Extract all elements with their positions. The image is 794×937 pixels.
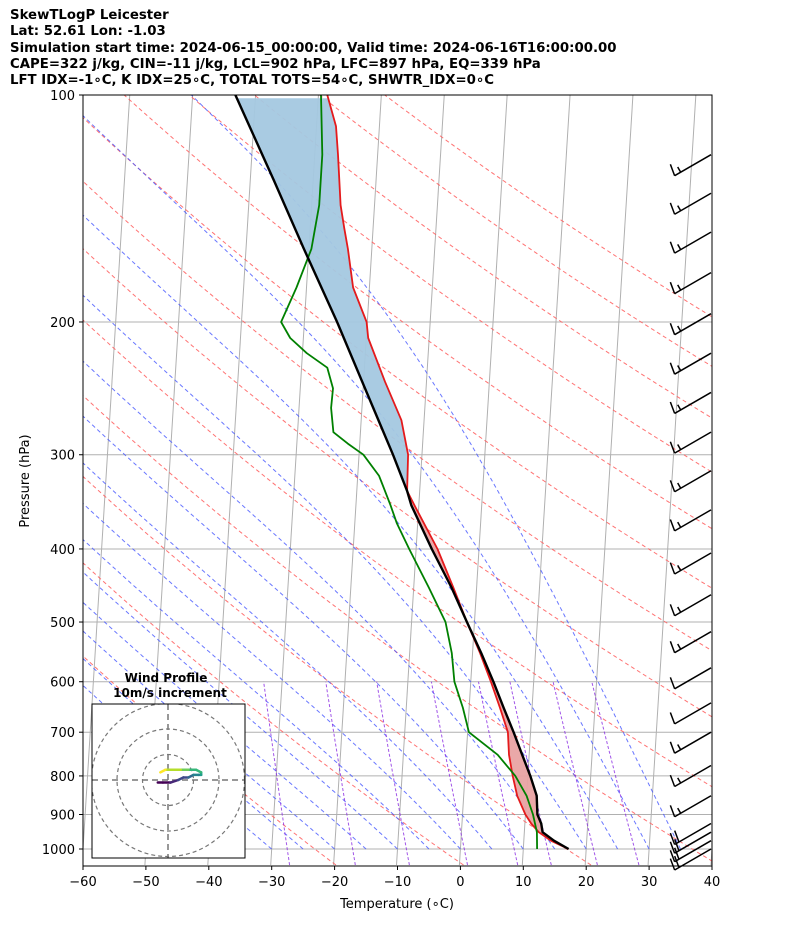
moist-adiabat	[83, 294, 587, 850]
wind-barb	[669, 313, 712, 336]
background-lines	[0, 95, 794, 866]
wind-barb	[669, 831, 712, 854]
dry-adiabat	[83, 394, 712, 862]
y-axis-label: Pressure (hPa)	[18, 434, 33, 527]
isotherm-line	[521, 95, 571, 866]
y-tick-label: 700	[50, 726, 75, 741]
dry-adiabat	[123, 95, 712, 530]
isotherm-line	[584, 95, 634, 866]
x-tick-label: 0	[456, 875, 464, 890]
x-axis-label: Temperature (∘C)	[339, 897, 454, 912]
wind-barb	[669, 192, 712, 215]
chart-header: SkewTLogP Leicester Lat: 52.61 Lon: -1.0…	[10, 8, 617, 89]
cin-area	[408, 495, 548, 836]
y-tick-label: 800	[50, 770, 75, 785]
y-tick-label: 300	[50, 449, 75, 464]
wind-barb	[669, 594, 712, 617]
moist-adiabat	[83, 214, 619, 850]
hodograph-title: Wind Profile	[125, 671, 208, 685]
wind-barb	[669, 667, 712, 690]
isotherm-line	[774, 95, 794, 865]
mixing-ratio-line	[478, 681, 519, 866]
wind-barb	[669, 154, 712, 177]
mixing-ratio-line	[430, 681, 468, 866]
mixing-ratio-line	[552, 681, 598, 866]
chart-title: SkewTLogP Leicester	[10, 8, 169, 23]
y-tick-label: 500	[50, 616, 75, 631]
cape-area	[236, 98, 410, 495]
dry-adiabat	[319, 95, 712, 367]
dry-adiabat	[83, 248, 712, 718]
y-tick-label: 600	[50, 676, 75, 691]
y-tick-label: 100	[50, 89, 75, 104]
moist-adiabat	[83, 571, 398, 850]
wind-barb	[669, 631, 712, 654]
mixing-ratio-line	[591, 681, 640, 866]
x-tick-label: −20	[321, 875, 348, 890]
dry-adiabat	[384, 95, 712, 318]
mixing-ratio-line	[325, 681, 356, 866]
isotherm-line	[458, 95, 508, 866]
dewpoint-profile	[280, 95, 538, 850]
hodograph-trace	[159, 768, 167, 774]
y-tick-label: 400	[50, 543, 75, 558]
dry-adiabat	[83, 655, 337, 866]
wind-barb	[669, 470, 712, 493]
isotherm-line	[396, 95, 445, 866]
wind-barb	[669, 509, 712, 532]
wind-barb	[669, 271, 712, 295]
x-tick-label: −30	[258, 875, 285, 890]
isotherm-line	[0, 95, 4, 865]
isotherm-line	[83, 95, 131, 858]
moist-adiabat	[83, 415, 524, 850]
wind-barb	[669, 391, 712, 415]
wind-barb	[669, 795, 712, 818]
wind-barb	[669, 731, 712, 754]
wind-barb	[669, 552, 712, 575]
isotherm-line	[647, 95, 697, 866]
location-line: Lat: 52.61 Lon: -1.03	[10, 24, 166, 40]
wind-barb	[669, 231, 712, 254]
x-tick-label: −50	[132, 875, 159, 890]
wind-barb	[669, 431, 712, 454]
wind-barb	[669, 764, 712, 788]
moist-adiabat	[83, 462, 493, 850]
mixing-ratio-line	[263, 681, 291, 866]
isotherm-line	[333, 95, 382, 866]
wind-barb	[669, 702, 712, 725]
y-tick-label: 200	[50, 316, 75, 331]
mixing-ratio-line	[376, 681, 410, 866]
profiles	[234, 95, 570, 851]
hodograph-subtitle: 10m/s increment	[113, 686, 227, 700]
hodograph-trace	[169, 778, 180, 784]
x-tick-label: 20	[578, 875, 595, 890]
dry-adiabat	[83, 116, 712, 589]
x-tick-label: −60	[69, 875, 96, 890]
axes: −60 −50 −40 −30 −20 −10 0 10 20 30 40 100 200 300 400 5…	[42, 89, 720, 890]
isotherm-line	[710, 840, 712, 866]
cape-indices-line: CAPE=322 j/kg, CIN=-11 j/kg, LCL=902 hPa…	[10, 56, 541, 72]
x-tick-label: −10	[384, 875, 411, 890]
simulation-time-line: Simulation start time: 2024-06-15_00:00:…	[10, 40, 617, 56]
hodograph-frame	[91, 703, 246, 859]
dry-adiabat	[83, 562, 464, 866]
wind-barb	[669, 822, 712, 846]
y-tick-label: 1000	[42, 843, 75, 858]
y-tick-label: 900	[50, 808, 75, 823]
x-tick-label: 10	[515, 875, 532, 890]
dry-adiabat	[254, 95, 712, 419]
x-tick-label: 40	[704, 875, 721, 890]
hodograph-inset: Wind Profile 10m/s increment	[91, 671, 246, 859]
stability-indices-line: LFT IDX=-1∘C, K IDX=25∘C, TOTAL TOTS=54∘…	[10, 73, 495, 89]
x-tick-label: 30	[641, 875, 658, 890]
wind-barbs	[669, 154, 712, 871]
wind-barb	[669, 840, 712, 863]
temperature-profile	[326, 95, 569, 850]
parcel-profile	[234, 95, 570, 851]
moist-adiabat	[190, 95, 681, 850]
x-tick-label: −40	[195, 875, 222, 890]
wind-barb	[669, 352, 712, 375]
